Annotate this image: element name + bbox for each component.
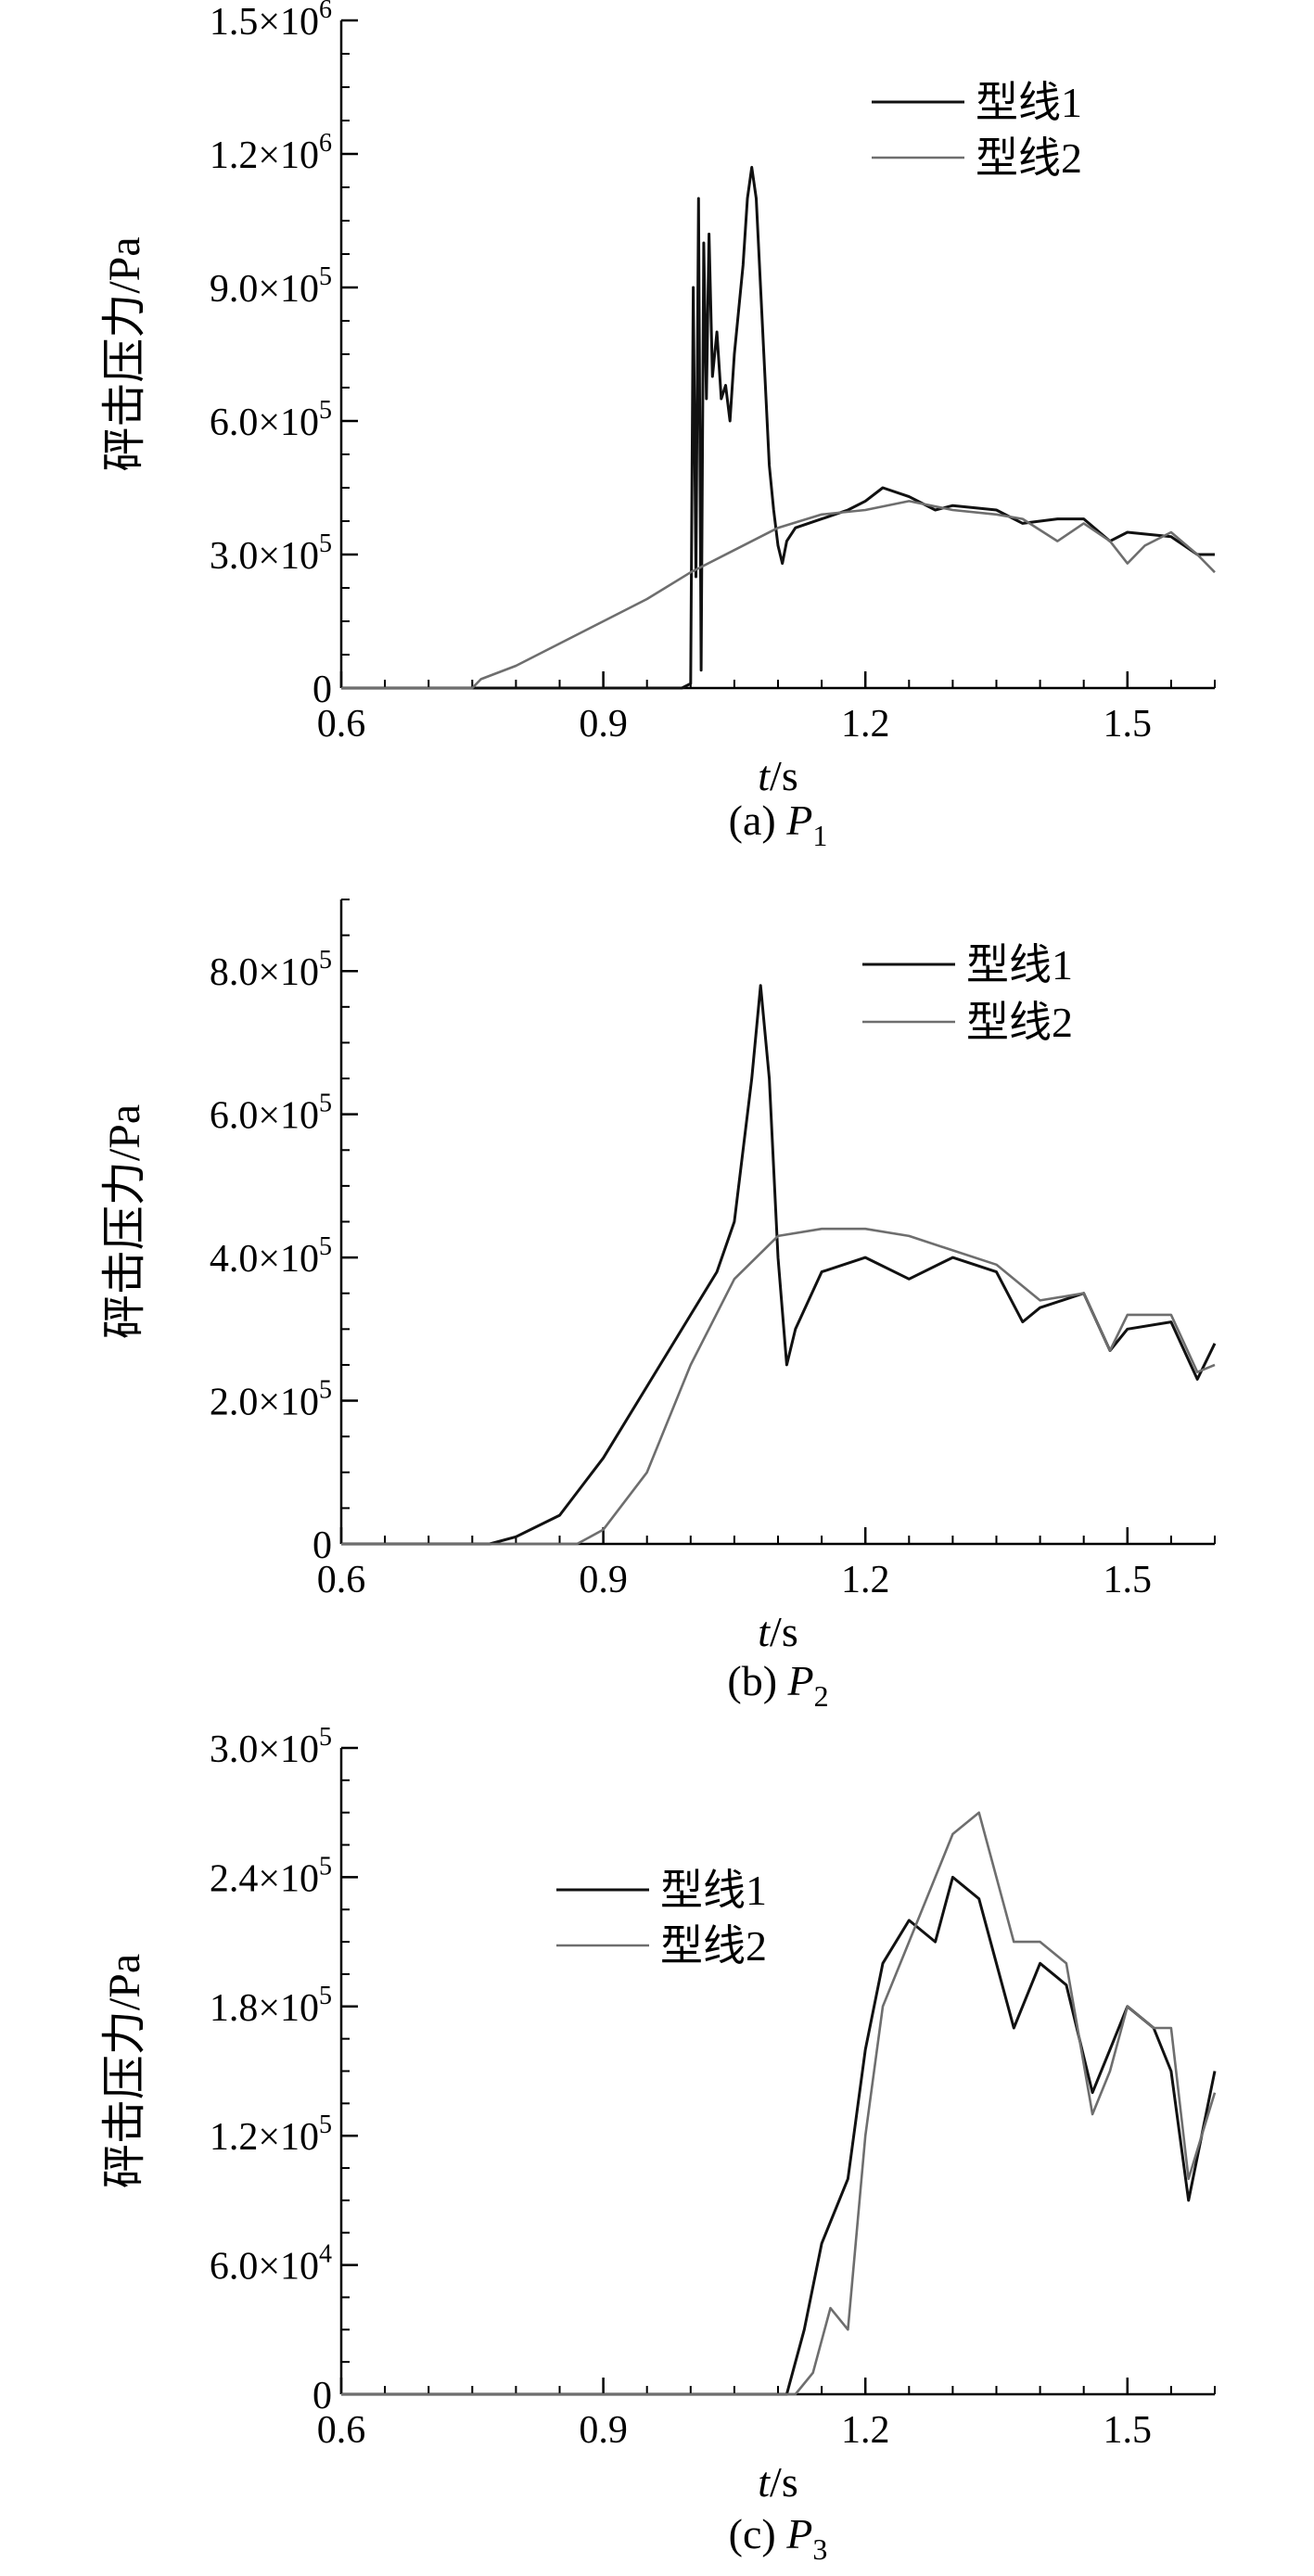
x-tick-label: 0.6 [317, 2409, 366, 2452]
y-tick-label: 4.0×105 [210, 1232, 332, 1281]
y-axis-label: 砰击压力/Pa [100, 1104, 149, 1339]
x-axis-label: t/s [758, 2458, 797, 2506]
y-tick-label: 1.8×105 [210, 1982, 332, 2030]
series-line-2 [341, 1811, 1217, 2396]
x-tick-label: 0.9 [579, 703, 628, 746]
x-tick-label: 0.6 [317, 1559, 366, 1601]
y-tick-label: 1.2×106 [210, 129, 332, 177]
y-tick-label: 0 [313, 1524, 332, 1567]
panel-caption: (c) P3 [729, 2510, 828, 2566]
y-tick-label: 6.0×105 [210, 396, 332, 444]
y-tick-label: 8.0×105 [210, 946, 332, 994]
chart-panel-b: 0.6 0.9 1.2 1.5 0 2.0×105 4.0×105 6.0×105 8.0×10… [100, 899, 1217, 1713]
x-tick-label: 1.2 [841, 2409, 890, 2452]
x-tick-label: 0.9 [579, 1559, 628, 1601]
legend-label-1: 型线1 [966, 941, 1073, 988]
x-tick-label: 0.6 [317, 703, 366, 746]
chart-panel-c: 0.6 0.9 1.2 1.5 0 6.0×104 1.2×105 1.8×105 2.4×10… [100, 1723, 1217, 2566]
legend-label-2: 型线2 [976, 134, 1082, 182]
series-line-1 [341, 165, 1215, 690]
legend-label-1: 型线1 [660, 1867, 767, 1914]
x-axis-label: t/s [758, 1608, 797, 1655]
y-tick-label: 3.0×105 [210, 1723, 332, 1771]
x-tick-label: 1.2 [841, 1559, 890, 1601]
panel-caption: (a) P1 [729, 797, 828, 852]
x-tick-label: 1.5 [1104, 2409, 1153, 2452]
y-tick-label: 3.0×105 [210, 529, 332, 578]
y-tick-label: 9.0×105 [210, 262, 332, 311]
x-tick-label: 0.9 [579, 2409, 628, 2452]
y-axis-label: 砰击压力/Pa [100, 236, 149, 471]
panel-caption: (b) P2 [727, 1657, 828, 1713]
legend-label-2: 型线2 [966, 999, 1073, 1046]
y-tick-label: 2.4×105 [210, 1852, 332, 1900]
x-axis-label: t/s [758, 752, 797, 799]
y-axis-label: 砰击压力/Pa [100, 1954, 149, 2188]
y-tick-label: 0 [313, 669, 332, 711]
series-line-2 [341, 1227, 1216, 1546]
legend-label-2: 型线2 [660, 1922, 767, 1970]
series-line-1 [341, 984, 1217, 1546]
y-tick-label: 1.5×106 [210, 0, 332, 44]
chart-panel-a: 0.6 0.9 1.2 1.5 0 3.0×105 6.0×105 9.0×105 1.2×10… [100, 0, 1216, 852]
legend-label-1: 型线1 [976, 79, 1082, 126]
x-tick-label: 1.5 [1104, 703, 1153, 746]
y-tick-label: 0 [313, 2375, 332, 2417]
y-tick-label: 1.2×105 [210, 2111, 332, 2159]
y-tick-label: 2.0×105 [210, 1376, 332, 1424]
y-tick-label: 6.0×104 [210, 2240, 332, 2289]
x-tick-label: 1.2 [841, 703, 890, 746]
y-tick-label: 6.0×105 [210, 1090, 332, 1138]
series-line-2 [341, 500, 1216, 690]
x-tick-label: 1.5 [1104, 1559, 1153, 1601]
series-line-1 [341, 1875, 1217, 2396]
